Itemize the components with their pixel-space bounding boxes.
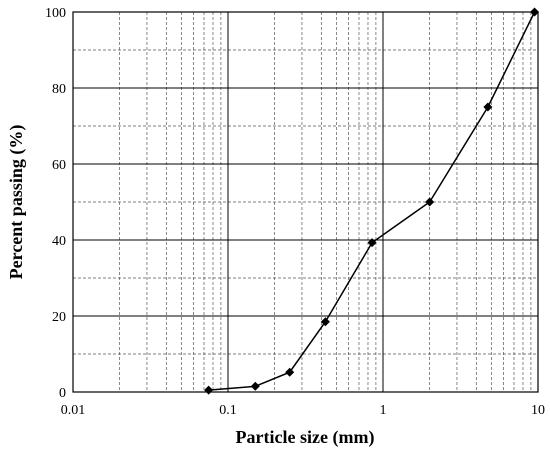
data-point: [367, 238, 377, 248]
y-tick-label: 0: [59, 386, 66, 401]
y-tick-label: 100: [45, 6, 66, 21]
x-tick-label: 10: [531, 403, 545, 418]
y-tick-label: 60: [52, 158, 66, 173]
x-tick-label: 0.1: [219, 403, 237, 418]
y-axis-label: Percent passing (%): [6, 125, 27, 280]
x-tick-label: 0.01: [61, 403, 86, 418]
y-axis-ticks: 0 20 40 60 80 100: [45, 6, 66, 401]
x-tick-label: 1: [380, 403, 387, 418]
data-point: [320, 317, 330, 327]
data-point: [285, 367, 295, 377]
data-point: [483, 102, 493, 112]
data-point: [425, 197, 435, 207]
series-line: [208, 11, 536, 391]
y-tick-label: 40: [52, 234, 66, 249]
plot-frame: [72, 11, 539, 393]
series-layer: [204, 7, 540, 395]
x-axis-ticks: 0.01 0.1 1 10: [61, 403, 545, 418]
data-point: [530, 7, 540, 17]
grid-lines: [72, 11, 539, 393]
y-tick-label: 80: [52, 82, 66, 97]
y-tick-label: 20: [52, 310, 66, 325]
data-point: [204, 385, 214, 395]
x-axis-label: Particle size (mm): [236, 427, 375, 448]
data-point: [250, 381, 260, 391]
